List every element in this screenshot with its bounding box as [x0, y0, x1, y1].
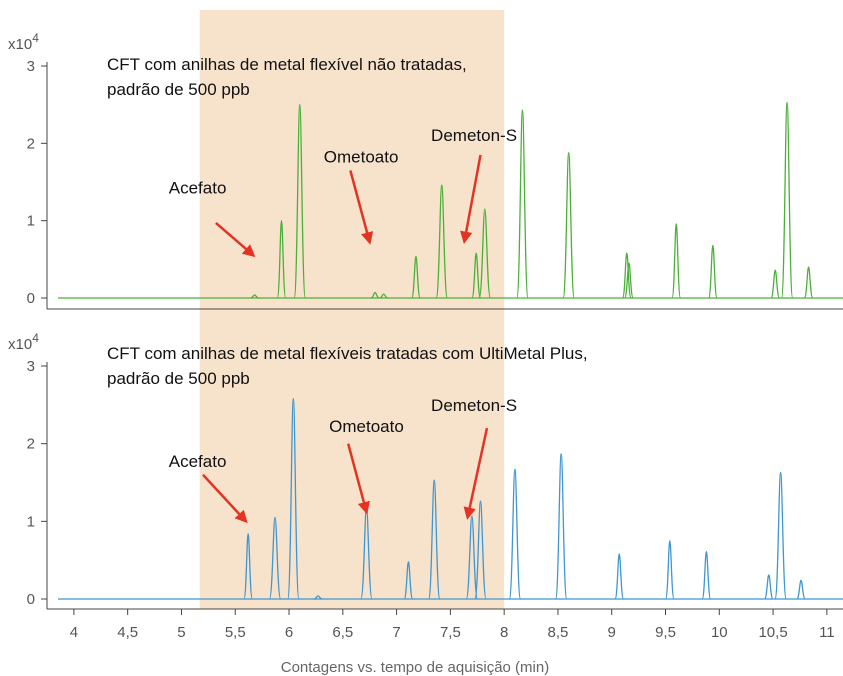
peak-annotation-label: Ometoato [324, 148, 399, 167]
chromatogram-peak [774, 471, 787, 600]
chromatogram-peak [403, 561, 414, 600]
x-tick-label: 6 [285, 624, 293, 641]
x-tick-label: 10 [711, 624, 728, 641]
chromatogram-peak [435, 184, 449, 299]
chromatogram-peak [780, 101, 794, 299]
chromatogram-peak [770, 269, 781, 299]
chromatogram-peak [478, 208, 492, 299]
chromatogram-peak [313, 595, 323, 600]
y-multiplier-exponent: 4 [32, 331, 39, 345]
annotation-arrow [346, 443, 370, 515]
x-tick-label: 8,5 [548, 624, 569, 641]
annotation-arrow [349, 170, 374, 245]
peak-annotation-label: Acefato [169, 452, 227, 471]
y-multiplier-exponent: 4 [32, 31, 39, 45]
chromatogram-peak [411, 255, 421, 299]
panel-title-line: padrão de 500 ppb [107, 80, 250, 99]
chromatogram-peak [276, 220, 287, 299]
chromatogram-peak [471, 252, 481, 299]
chromatogram-peak [508, 468, 522, 600]
annotation-arrow [460, 154, 482, 245]
chromatogram-peak [287, 397, 300, 600]
chromatogram-peak [293, 104, 307, 299]
x-tick-label: 5 [177, 624, 185, 641]
y-tick-label: 3 [27, 58, 35, 75]
y-tick-label: 0 [27, 290, 35, 307]
chromatogram-peak [379, 293, 388, 299]
x-tick-label: 7 [392, 624, 400, 641]
chromatogram-peak [701, 550, 712, 600]
peak-annotation-label: Demeton-S [431, 126, 517, 145]
annotation-arrow [202, 473, 248, 524]
y-multiplier-label: x104 [8, 331, 39, 353]
x-tick-label: 5,5 [225, 624, 246, 641]
y-tick-label: 2 [27, 436, 35, 453]
peak-annotation-label: Acefato [169, 179, 227, 198]
peak-annotation-label: Demeton-S [431, 396, 517, 415]
x-axis: 4 4,5 5 5,5 6 6,5 7 7,5 8 8,5 9 9,5 10 10,5 11 [70, 609, 835, 641]
x-tick-label: 11 [819, 624, 835, 641]
chromatogram-peak [428, 479, 441, 600]
y-multiplier-label: x104 [8, 31, 39, 53]
chromatogram-peak [268, 516, 282, 600]
x-tick-label: 4 [70, 624, 78, 641]
x-tick-label: 10,5 [758, 624, 787, 641]
chromatogram-peak [243, 533, 253, 600]
x-tick-label: 9 [608, 624, 616, 641]
y-tick-label: 0 [27, 591, 35, 608]
y-tick-label: 1 [27, 213, 35, 230]
chart-panel-top: 0 1 2 3 x104 CFT com anilhas de metal flexíve… [8, 31, 843, 310]
chromatogram-peak [803, 266, 814, 299]
annotation-arrow [215, 222, 256, 258]
y-tick-label: 3 [27, 358, 35, 375]
chromatogram-peak [516, 109, 529, 299]
x-tick-label: 8 [500, 624, 508, 641]
x-axis-label: Contagens vs. tempo de aquisição (min) [281, 659, 549, 676]
y-tick-label: 2 [27, 135, 35, 152]
chromatogram-peak [562, 151, 575, 299]
chromatogram-peak [763, 574, 774, 600]
chart-panel-bottom: 0 1 2 3 x104 CFT com anilhas de metal flexíve… [8, 331, 843, 610]
chromatogram-peak [796, 579, 806, 600]
chromatogram-peak [671, 223, 682, 299]
x-tick-label: 4,5 [117, 624, 138, 641]
chromatogram-peak [370, 291, 380, 299]
x-tick-label: 9,5 [655, 624, 676, 641]
y-tick-label: 1 [27, 513, 35, 530]
chromatogram-peak [624, 262, 634, 299]
chromatogram-peak [250, 294, 259, 299]
panel-title-line: padrão de 500 ppb [107, 369, 250, 388]
panel-title-line: CFT com anilhas de metal flexível não tr… [107, 55, 467, 74]
panel-title-line: CFT com anilhas de metal flexíveis trata… [107, 344, 588, 363]
x-tick-label: 7,5 [440, 624, 461, 641]
chromatogram-peak [474, 500, 487, 600]
chromatogram-peak [665, 540, 675, 600]
chromatogram-peak [614, 553, 625, 600]
x-tick-label: 6,5 [332, 624, 353, 641]
peak-annotation-label: Ometoato [329, 417, 404, 436]
chromatogram-peak [554, 453, 568, 600]
chromatogram-peak [708, 244, 718, 299]
chromatogram-peak [621, 252, 632, 299]
annotation-arrow [463, 427, 489, 520]
